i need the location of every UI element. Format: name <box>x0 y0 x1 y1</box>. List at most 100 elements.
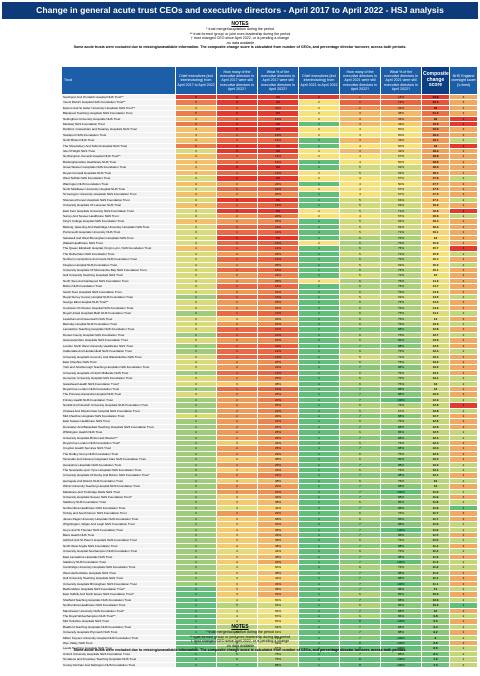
table-row: Doncaster And Bassetlaw Teaching Hospita… <box>61 423 478 431</box>
table-row: Portsmouth Hospitals University NHS Trus… <box>61 229 478 236</box>
table-cell: 3 <box>449 472 478 479</box>
table-row: Guy's and St Thomas' NHS Foundation Trus… <box>61 526 478 533</box>
table-row: Northern Lincolnshire And Goole NHS Foun… <box>61 256 478 263</box>
table-row: Bedfordshire Hospitals NHS Foundation Tr… <box>61 585 478 593</box>
notes-heading: NOTES <box>231 624 249 630</box>
table-cell: 3 <box>449 158 478 166</box>
table-cell: 3 <box>449 164 478 171</box>
table-row: Surrey And Sussex Healthcare NHS Trust 3 2… <box>61 212 478 220</box>
table-cell: 3 <box>449 607 478 615</box>
table-row: Royal Cornwall Hospitals NHS Trust 4 1 13% 2… <box>61 169 478 177</box>
table-row: Northampton General Hospital NHS Trust**… <box>61 153 478 160</box>
table-row: The Queen Elizabeth Hospital, King's Lyn… <box>61 245 478 252</box>
table-row: Lewisham And Greenwich NHS Trust 3 3 33% 1 6 7… <box>61 315 478 323</box>
table-cell: 1 <box>175 661 217 669</box>
table-cell: 3 <box>449 148 478 155</box>
table-cell: 3 <box>449 423 478 431</box>
table-row: Gloucestershire Hospitals NHS Foundation… <box>61 337 478 344</box>
data-table-wrapper: Trust Chief executives (incl interim/act… <box>61 66 478 669</box>
table-cell: 2 <box>449 477 478 485</box>
table-cell: 3 <box>449 99 478 106</box>
table-cell: 2 <box>449 380 478 387</box>
table-cell: 3 <box>449 315 478 323</box>
table-cell: 2 <box>449 375 478 382</box>
table-cell: 3 <box>449 153 478 160</box>
table-cell: 2 <box>449 585 478 593</box>
table-row: University Hospitals Coventry And Warwic… <box>61 353 478 360</box>
table-cell: 3 <box>449 353 478 360</box>
column-header: Chief executives (incl interim/acting) f… <box>298 66 340 95</box>
table-cell: 3 <box>449 283 478 290</box>
table-cell: 2 <box>449 396 478 404</box>
table-row: The Shrewsbury And Telford Hospital NHS … <box>61 142 478 150</box>
note-line: ** trust formed 'group' or joint exec le… <box>189 634 291 639</box>
table-row: Wye Valley NHS Trust 1 5 63% 1 8 100% 8.8 3 <box>61 639 478 647</box>
table-cell: 3 <box>449 223 478 231</box>
table-row: Royal Free London NHS Foundation Trust* 2… <box>61 439 478 447</box>
table-row: Ashford And St Peter's Hospitals NHS Fou… <box>61 537 478 544</box>
table-row: Great Western Hospitals NHS Foundation T… <box>61 164 478 171</box>
table-cell: 2 <box>449 196 478 204</box>
table-cell: 3 <box>449 569 478 577</box>
table-row: Northumbria Healthcare NHS Foundation Tr… <box>61 602 478 609</box>
table-row: Blackpool Teaching Hospitals NHS Foundat… <box>61 110 478 117</box>
table-row: Sandwell And West Birmingham Hospitals N… <box>61 234 478 242</box>
table-cell: 3 <box>449 218 478 225</box>
note-line: * trust merger/acquisition during the pe… <box>206 630 274 634</box>
table-cell: 3 <box>449 299 478 306</box>
table-row: James Paget University Hospitals NHS Fou… <box>61 515 478 523</box>
table-row: The Newcastle upon Tyne Hospitals NHS Fo… <box>61 466 478 474</box>
table-row: Royal United Hospitals Bath NHS Foundati… <box>61 310 478 317</box>
note-line: † trust changed CEO since April 2022, or… <box>190 639 290 644</box>
table-cell: 3 <box>449 580 478 588</box>
table-row: Bradford Teaching Hospitals NHS Foundati… <box>61 623 478 631</box>
table-row: University Hospitals Birmingham NHS Foun… <box>61 580 478 588</box>
notes-heading: NOTES <box>231 21 249 27</box>
table-cell: 3 <box>449 180 478 187</box>
table-row: University Hospitals Of Morecambe Bay NH… <box>61 266 478 274</box>
table-cell: 1 <box>449 504 478 512</box>
table-row: Mid Cheshire Hospitals NHS Foundation Tr… <box>61 412 478 420</box>
table-row: Harrogate And District NHS Foundation Tr… <box>61 477 478 485</box>
table-cell: 3 <box>449 239 478 247</box>
table-cell: 4 <box>449 402 478 409</box>
table-row: Homerton University Hospital NHS Foundat… <box>61 375 478 382</box>
table-cell: 2 <box>449 656 478 663</box>
table-cell: 2 <box>449 526 478 533</box>
table-cell: 3 <box>449 456 478 463</box>
table-cell: 2 <box>449 488 478 496</box>
table-cell: 88% <box>257 661 299 669</box>
note-line: * trust merger/acquisition during the pe… <box>206 27 274 31</box>
table-row: Yeovil District Hospital NHS Foundation … <box>61 99 478 106</box>
table-cell: 2 <box>449 321 478 328</box>
table-row: East Sussex Healthcare NHS Trust 2 2 22% 1 6 7… <box>61 418 478 425</box>
table-row: Manchester University NHS Foundation Tru… <box>61 607 478 615</box>
table-cell: 3 <box>449 639 478 647</box>
table-row: Sherwood Forest Hospitals NHS Foundation… <box>61 196 478 204</box>
table-cell: 3 <box>449 364 478 371</box>
column-header: Chief executives (incl interim/acting) f… <box>175 66 217 95</box>
table-cell: 3 <box>449 185 478 193</box>
table-cell: 3 <box>449 531 478 539</box>
table-cell: 3 <box>449 553 478 560</box>
table-row: London North West University Healthcare … <box>61 342 478 350</box>
table-row: Oxford University Hospitals NHS Foundati… <box>61 650 478 658</box>
table-cell: 4 <box>449 207 478 214</box>
note-line: -no data available <box>225 40 255 45</box>
table-cell: 3 <box>449 369 478 377</box>
table-cell: 4 <box>449 120 478 128</box>
table-row: Royal Surrey County Hospital NHS Foundat… <box>61 293 478 301</box>
table-cell: 2 <box>449 634 478 642</box>
table-cell: 3 <box>449 126 478 133</box>
note-bold: Some acute trusts were excluded due to m… <box>73 45 407 50</box>
table-row: Maidstone And Tunbridge Wells NHS Trust 2… <box>61 488 478 496</box>
table-row: Barking, Havering And Redbridge Universi… <box>61 223 478 231</box>
table-row: Epsom And St Helier University Hospitals… <box>61 104 478 112</box>
table-cell: 100% <box>380 661 422 669</box>
table-cell: 3 <box>449 234 478 242</box>
table-row: Southport And Ormskirk Hospital NHS Trus… <box>61 93 478 101</box>
table-row: Dorset County Hospital NHS Foundation Tr… <box>61 331 478 339</box>
table-row: Gateshead Health NHS Foundation Trust† 3 3… <box>61 380 478 387</box>
table-row: West Hertfordshire Hospitals NHS Trust 2 3… <box>61 569 478 577</box>
table-cell: 3 <box>449 445 478 452</box>
